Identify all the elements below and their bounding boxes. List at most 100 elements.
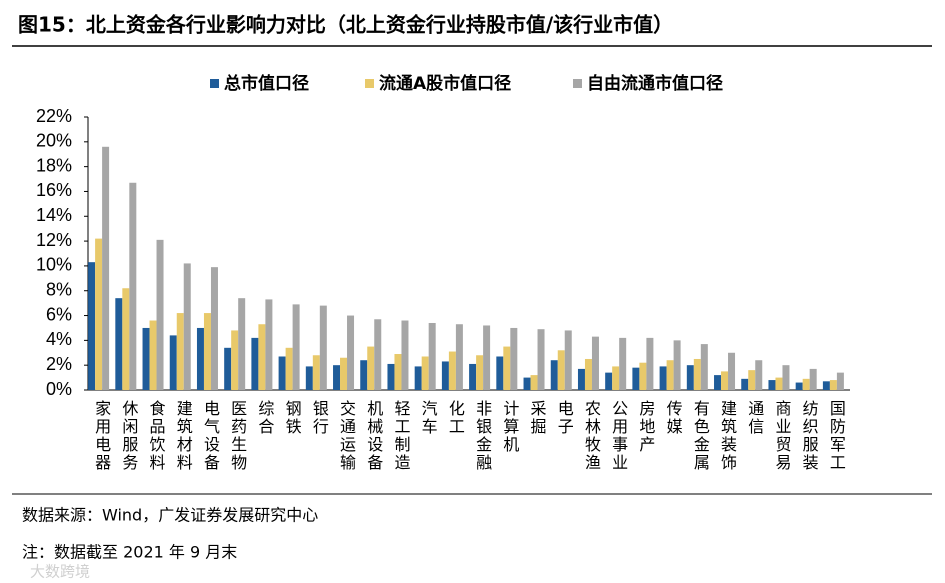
bar [238, 298, 246, 390]
bar [156, 239, 164, 390]
x-tick-label: 公用事业 [609, 400, 628, 472]
bar [591, 336, 599, 390]
x-tick-label: 非银金融 [473, 400, 492, 472]
bar [673, 340, 681, 390]
bar [483, 325, 491, 390]
bar [142, 327, 150, 390]
x-tick-label: 家用电器 [92, 400, 111, 472]
bar [95, 238, 103, 390]
bar [305, 366, 313, 390]
y-tick-label: 0% [46, 379, 72, 399]
chart-title: 图15：北上资金各行业影响力对比（北上资金行业持股市值/该行业市值） [18, 13, 673, 37]
bar [441, 361, 449, 390]
bar [822, 381, 830, 390]
x-tick-label: 建筑材料 [174, 400, 193, 472]
x-tick-label: 电子 [555, 400, 574, 436]
y-tick-label: 8% [46, 279, 72, 299]
y-tick-label: 14% [36, 205, 72, 225]
bar [285, 347, 293, 390]
bar [448, 351, 456, 390]
x-tick-label: 交通运输 [337, 400, 356, 472]
bar [183, 263, 191, 390]
y-tick-label: 12% [36, 230, 72, 250]
bar [319, 305, 327, 390]
bar [169, 335, 177, 390]
bar [728, 352, 736, 390]
bar [224, 347, 232, 390]
bar [394, 354, 402, 390]
x-tick-label: 银行 [310, 400, 329, 436]
x-tick-label: 休闲服务 [119, 400, 138, 472]
bar [367, 346, 375, 390]
source: 数据来源：Wind，广发证券发展研究中心 [22, 506, 318, 525]
x-tick-label: 食品饮料 [147, 400, 166, 472]
bar [476, 355, 484, 390]
x-tick-label: 计算机 [500, 400, 519, 454]
bar [333, 365, 341, 390]
x-tick-label: 采掘 [528, 400, 547, 436]
bar [258, 324, 266, 390]
bar [203, 313, 211, 390]
bar [564, 330, 572, 390]
bar [836, 372, 844, 390]
bar [557, 350, 565, 390]
bar [387, 363, 395, 390]
x-tick-label: 纺织服装 [800, 400, 819, 472]
bar [278, 356, 286, 390]
bar [129, 182, 137, 390]
x-tick-label: 综合 [255, 400, 274, 436]
bar [646, 337, 654, 390]
bar [700, 344, 708, 390]
bar [809, 368, 817, 390]
legend-swatch [365, 79, 374, 88]
bar [360, 360, 368, 390]
x-tick-label: 电气设备 [201, 400, 220, 472]
y-tick-label: 10% [36, 255, 72, 275]
bar [210, 267, 218, 390]
bar [639, 362, 647, 390]
x-tick-label: 传媒 [664, 400, 683, 436]
bar [196, 327, 204, 390]
y-tick-label: 6% [46, 304, 72, 324]
y-tick-label: 20% [36, 131, 72, 151]
bar [829, 380, 837, 390]
watermark: 大数跨境 [30, 563, 90, 581]
bar [251, 337, 259, 390]
bar [666, 360, 674, 390]
bar [523, 377, 531, 390]
y-tick-label: 18% [36, 155, 72, 175]
bar [714, 375, 722, 390]
bar [455, 324, 463, 390]
bar [782, 365, 790, 390]
x-tick-label: 农林牧渔 [582, 400, 601, 472]
legend-label: 总市值口径 [224, 73, 309, 94]
x-tick-label: 医药生物 [228, 400, 247, 472]
bar [421, 356, 429, 390]
bar [741, 378, 749, 390]
bar [265, 299, 273, 390]
bar [510, 327, 518, 390]
bar [768, 380, 776, 390]
bar [347, 315, 355, 390]
bar [176, 313, 184, 390]
legend-label: 流通A股市值口径 [379, 73, 511, 94]
bar [340, 357, 348, 390]
bar [102, 146, 110, 390]
bar [755, 360, 763, 390]
x-tick-label: 化工 [446, 400, 465, 436]
bar [795, 382, 803, 390]
bar [149, 320, 157, 390]
bar [374, 319, 382, 390]
bar [503, 346, 511, 390]
bar [231, 330, 239, 390]
bar [802, 378, 810, 390]
bar [748, 370, 756, 390]
bar [496, 356, 504, 390]
x-tick-label: 国防军工 [827, 400, 846, 472]
bar [775, 377, 783, 390]
bar [428, 322, 436, 390]
bar [605, 372, 613, 390]
y-tick-label: 4% [46, 329, 72, 349]
bar [414, 366, 422, 390]
